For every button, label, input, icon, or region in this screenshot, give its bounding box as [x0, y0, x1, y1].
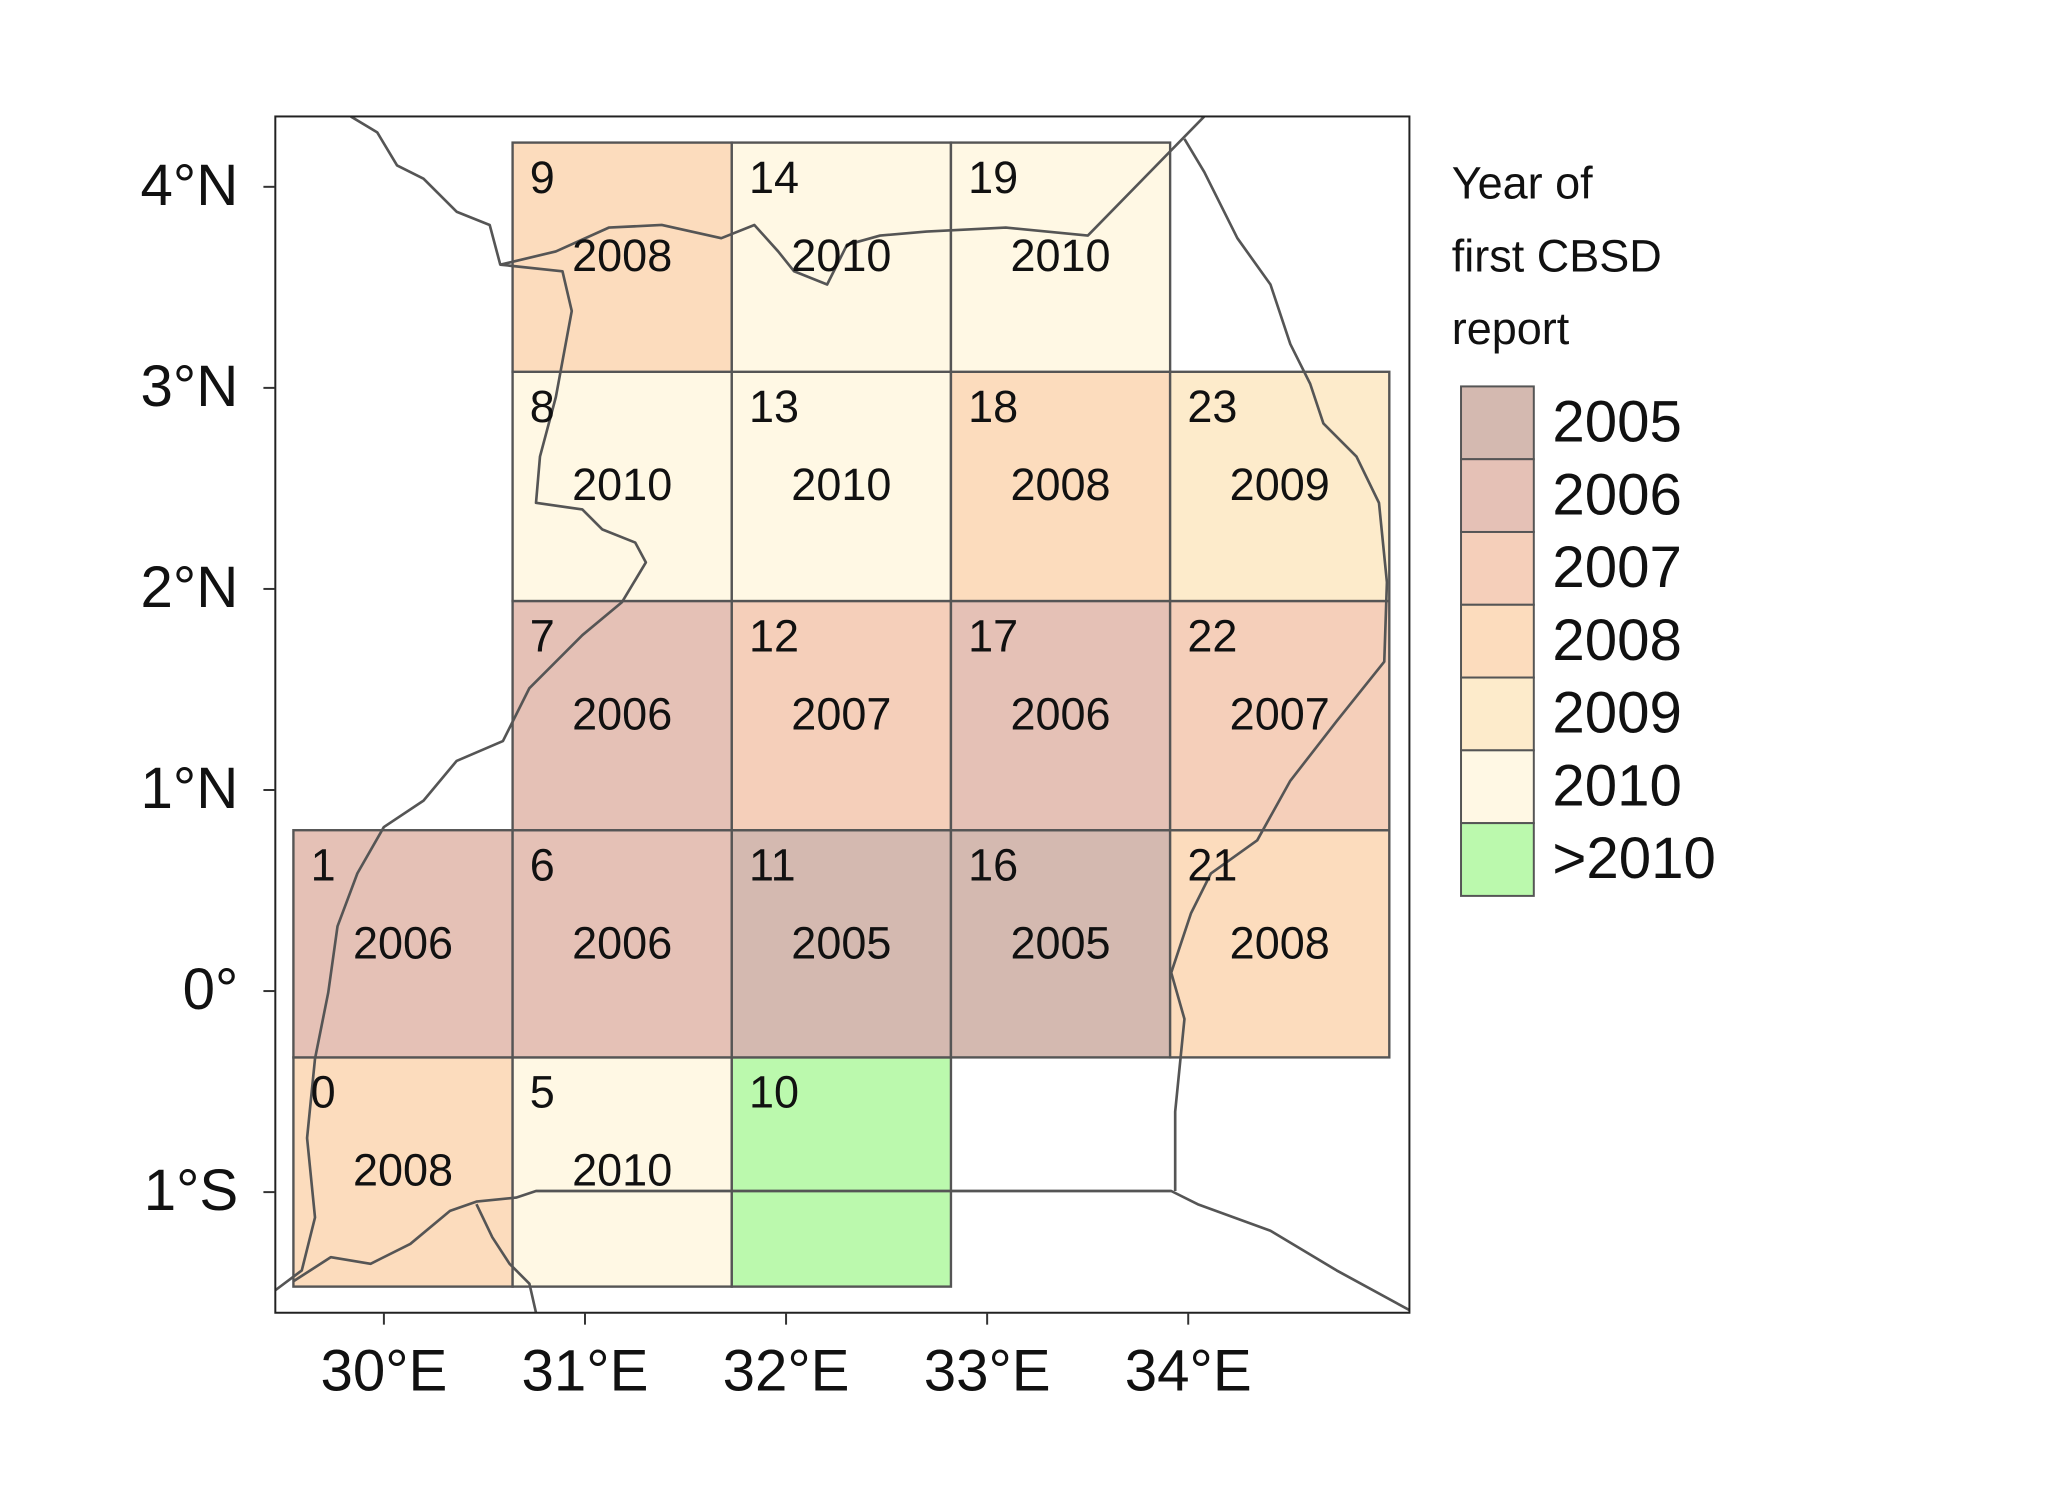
cells	[292, 141, 1391, 1288]
x-tick-label: 33°E	[924, 1338, 1051, 1403]
cell-year: 2010	[791, 230, 891, 281]
plot-frame	[274, 115, 1411, 1314]
grid-cell	[292, 829, 514, 1059]
cell-year: 2006	[1010, 688, 1110, 739]
y-tick-label: 2°N	[141, 555, 239, 620]
grid-cell	[511, 370, 733, 603]
cell-year: 2010	[1010, 230, 1110, 281]
cell-id: 5	[530, 1067, 555, 1118]
legend-swatch	[1460, 530, 1535, 606]
legend-label: 2007	[1552, 535, 1682, 600]
cell-id: 23	[1187, 381, 1237, 432]
legend-label: 2010	[1552, 753, 1682, 818]
cell-id: 1	[311, 839, 336, 890]
cell-year: 2009	[1230, 459, 1330, 510]
legend-label: 2008	[1552, 608, 1682, 673]
cell-id: 17	[968, 610, 1018, 661]
grid-cell	[949, 141, 1172, 373]
grid-cell	[730, 829, 953, 1059]
cell-year: 2008	[572, 230, 672, 281]
legend-title: first CBSD	[1452, 230, 1662, 281]
legend-label: 2005	[1552, 389, 1682, 454]
legend-swatch	[1460, 676, 1535, 752]
cell-id: 6	[530, 839, 555, 890]
cell-id: 18	[968, 381, 1018, 432]
y-tick-label: 3°N	[141, 354, 239, 419]
cell-year: 2010	[572, 1145, 672, 1196]
border	[499, 116, 1206, 286]
legend-swatch	[1460, 822, 1535, 897]
x-tick-label: 30°E	[320, 1338, 447, 1403]
y-tick-label: 4°N	[141, 153, 239, 218]
y-tick-label: 0°	[183, 957, 239, 1022]
border	[275, 116, 648, 1292]
cell-year: 2006	[572, 688, 672, 739]
cell-year: 2007	[1230, 688, 1330, 739]
legend-title: report	[1452, 303, 1570, 354]
cell-id: 8	[530, 381, 555, 432]
cell-year: 2010	[572, 459, 672, 510]
x-tick-label: 31°E	[522, 1338, 649, 1403]
grid-cell	[730, 599, 953, 832]
grid-cell	[1168, 829, 1391, 1059]
cell-year: 2006	[572, 918, 672, 969]
legend-label: 2006	[1552, 462, 1682, 527]
cell-year: 2007	[791, 688, 891, 739]
border	[475, 1203, 538, 1313]
cell-id: 14	[749, 152, 799, 203]
grid-cell	[1168, 599, 1391, 832]
legend-label: >2010	[1552, 826, 1716, 891]
x-tick-label: 34°E	[1125, 1338, 1252, 1403]
cell-year: 2010	[791, 459, 891, 510]
grid-cell	[1168, 370, 1391, 603]
cell-year: 2008	[353, 1145, 453, 1196]
border	[1169, 138, 1389, 1192]
cell-year: 2008	[1230, 918, 1330, 969]
legend-title: Year of	[1452, 157, 1593, 208]
cell-year: 2008	[1010, 459, 1110, 510]
grid-cell	[511, 141, 733, 373]
cell-id: 9	[530, 152, 555, 203]
y-tick-label: 1°S	[144, 1158, 239, 1223]
cell-id: 21	[1187, 839, 1237, 890]
legend-swatch	[1460, 603, 1535, 679]
cell-id: 0	[311, 1067, 336, 1118]
cell-id: 11	[749, 839, 796, 890]
legend-label: 2009	[1552, 681, 1682, 746]
cell-id: 13	[749, 381, 799, 432]
grid-cell	[949, 829, 1172, 1059]
legend: Year of first CBSD report 2005 2006 2007 2008 2…	[1452, 157, 1716, 897]
legend-swatch	[1460, 749, 1535, 825]
country-borders	[275, 116, 1410, 1313]
cell-year: 2005	[1010, 918, 1110, 969]
grid-cell	[949, 370, 1172, 603]
cell-id: 22	[1187, 610, 1237, 661]
cell-id: 12	[749, 610, 799, 661]
cell-id: 16	[968, 839, 1018, 890]
grid-cell	[511, 599, 733, 832]
legend-swatch	[1460, 385, 1535, 461]
cell-id: 19	[968, 152, 1018, 203]
cell-year: 2005	[791, 918, 891, 969]
border	[293, 1189, 1410, 1312]
x-tick-label: 32°E	[723, 1338, 850, 1403]
cell-year: 2006	[353, 918, 453, 969]
cell-id: 7	[530, 610, 555, 661]
legend-swatch	[1460, 458, 1535, 533]
grid-cell	[730, 1056, 953, 1288]
y-tick-label: 1°N	[141, 756, 239, 821]
cell-id: 10	[749, 1067, 799, 1118]
grid-cell	[511, 829, 733, 1059]
